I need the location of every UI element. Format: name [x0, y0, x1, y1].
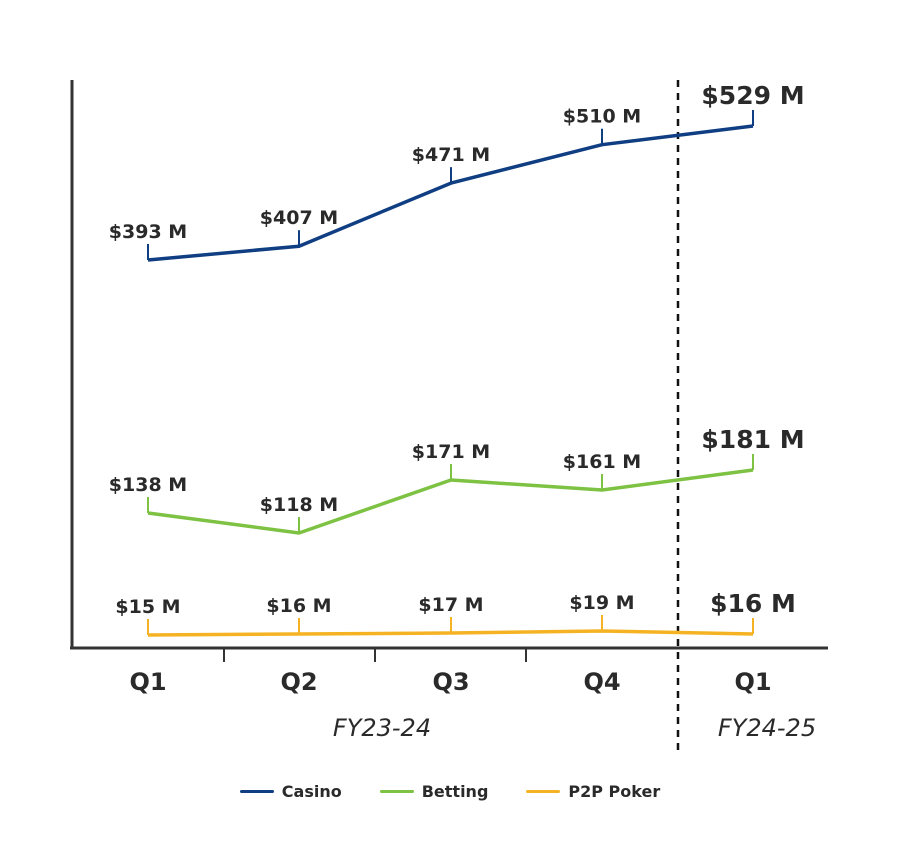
data-label: $138 M: [109, 474, 187, 496]
data-label: $161 M: [563, 451, 641, 473]
period-label-fy23-24: FY23-24: [333, 714, 431, 742]
x-tick-label: Q3: [432, 668, 469, 696]
x-tick-label: Q1: [734, 668, 771, 696]
data-label: $510 M: [563, 106, 641, 128]
legend-swatch-casino: [239, 790, 274, 793]
data-label: $529 M: [701, 81, 804, 110]
legend-swatch-p2p-poker: [526, 790, 561, 793]
legend-label: Betting: [421, 782, 489, 801]
data-label: $407 M: [260, 207, 338, 229]
x-tick-label: Q2: [280, 668, 317, 696]
legend-item-betting[interactable]: Betting: [379, 782, 489, 801]
x-tick-label: Q4: [583, 668, 620, 696]
data-label: $16 M: [266, 595, 331, 617]
series-p2p-poker: $15 M $16 M $17 M $19 M $16 M: [115, 589, 796, 637]
data-label: $19 M: [569, 592, 634, 614]
legend-item-casino[interactable]: Casino: [239, 782, 342, 801]
data-label: $16 M: [710, 589, 796, 618]
line-chart: $393 M $407 M $471 M $510 M $529 M $138 M $118…: [70, 80, 828, 750]
data-label: $181 M: [701, 425, 804, 454]
series-casino: $393 M $407 M $471 M $510 M $529 M: [109, 81, 805, 262]
legend-swatch-betting: [379, 790, 414, 793]
series-betting: $138 M $118 M $171 M $161 M $181 M: [109, 425, 805, 535]
data-label: $171 M: [412, 441, 490, 463]
data-label: $471 M: [412, 144, 490, 166]
legend-label: Casino: [281, 782, 342, 801]
data-label: $118 M: [260, 494, 338, 516]
legend-label: P2P Poker: [568, 782, 661, 801]
legend: Casino Betting P2P Poker: [0, 782, 900, 801]
series-layer: $393 M $407 M $471 M $510 M $529 M $138 M $118…: [109, 81, 805, 637]
period-label-fy24-25: FY24-25: [718, 714, 816, 742]
data-label: $17 M: [418, 594, 483, 616]
x-tick-label: Q1: [129, 668, 166, 696]
data-label: $393 M: [109, 221, 187, 243]
data-label: $15 M: [115, 596, 180, 618]
legend-item-p2p-poker[interactable]: P2P Poker: [526, 782, 660, 801]
